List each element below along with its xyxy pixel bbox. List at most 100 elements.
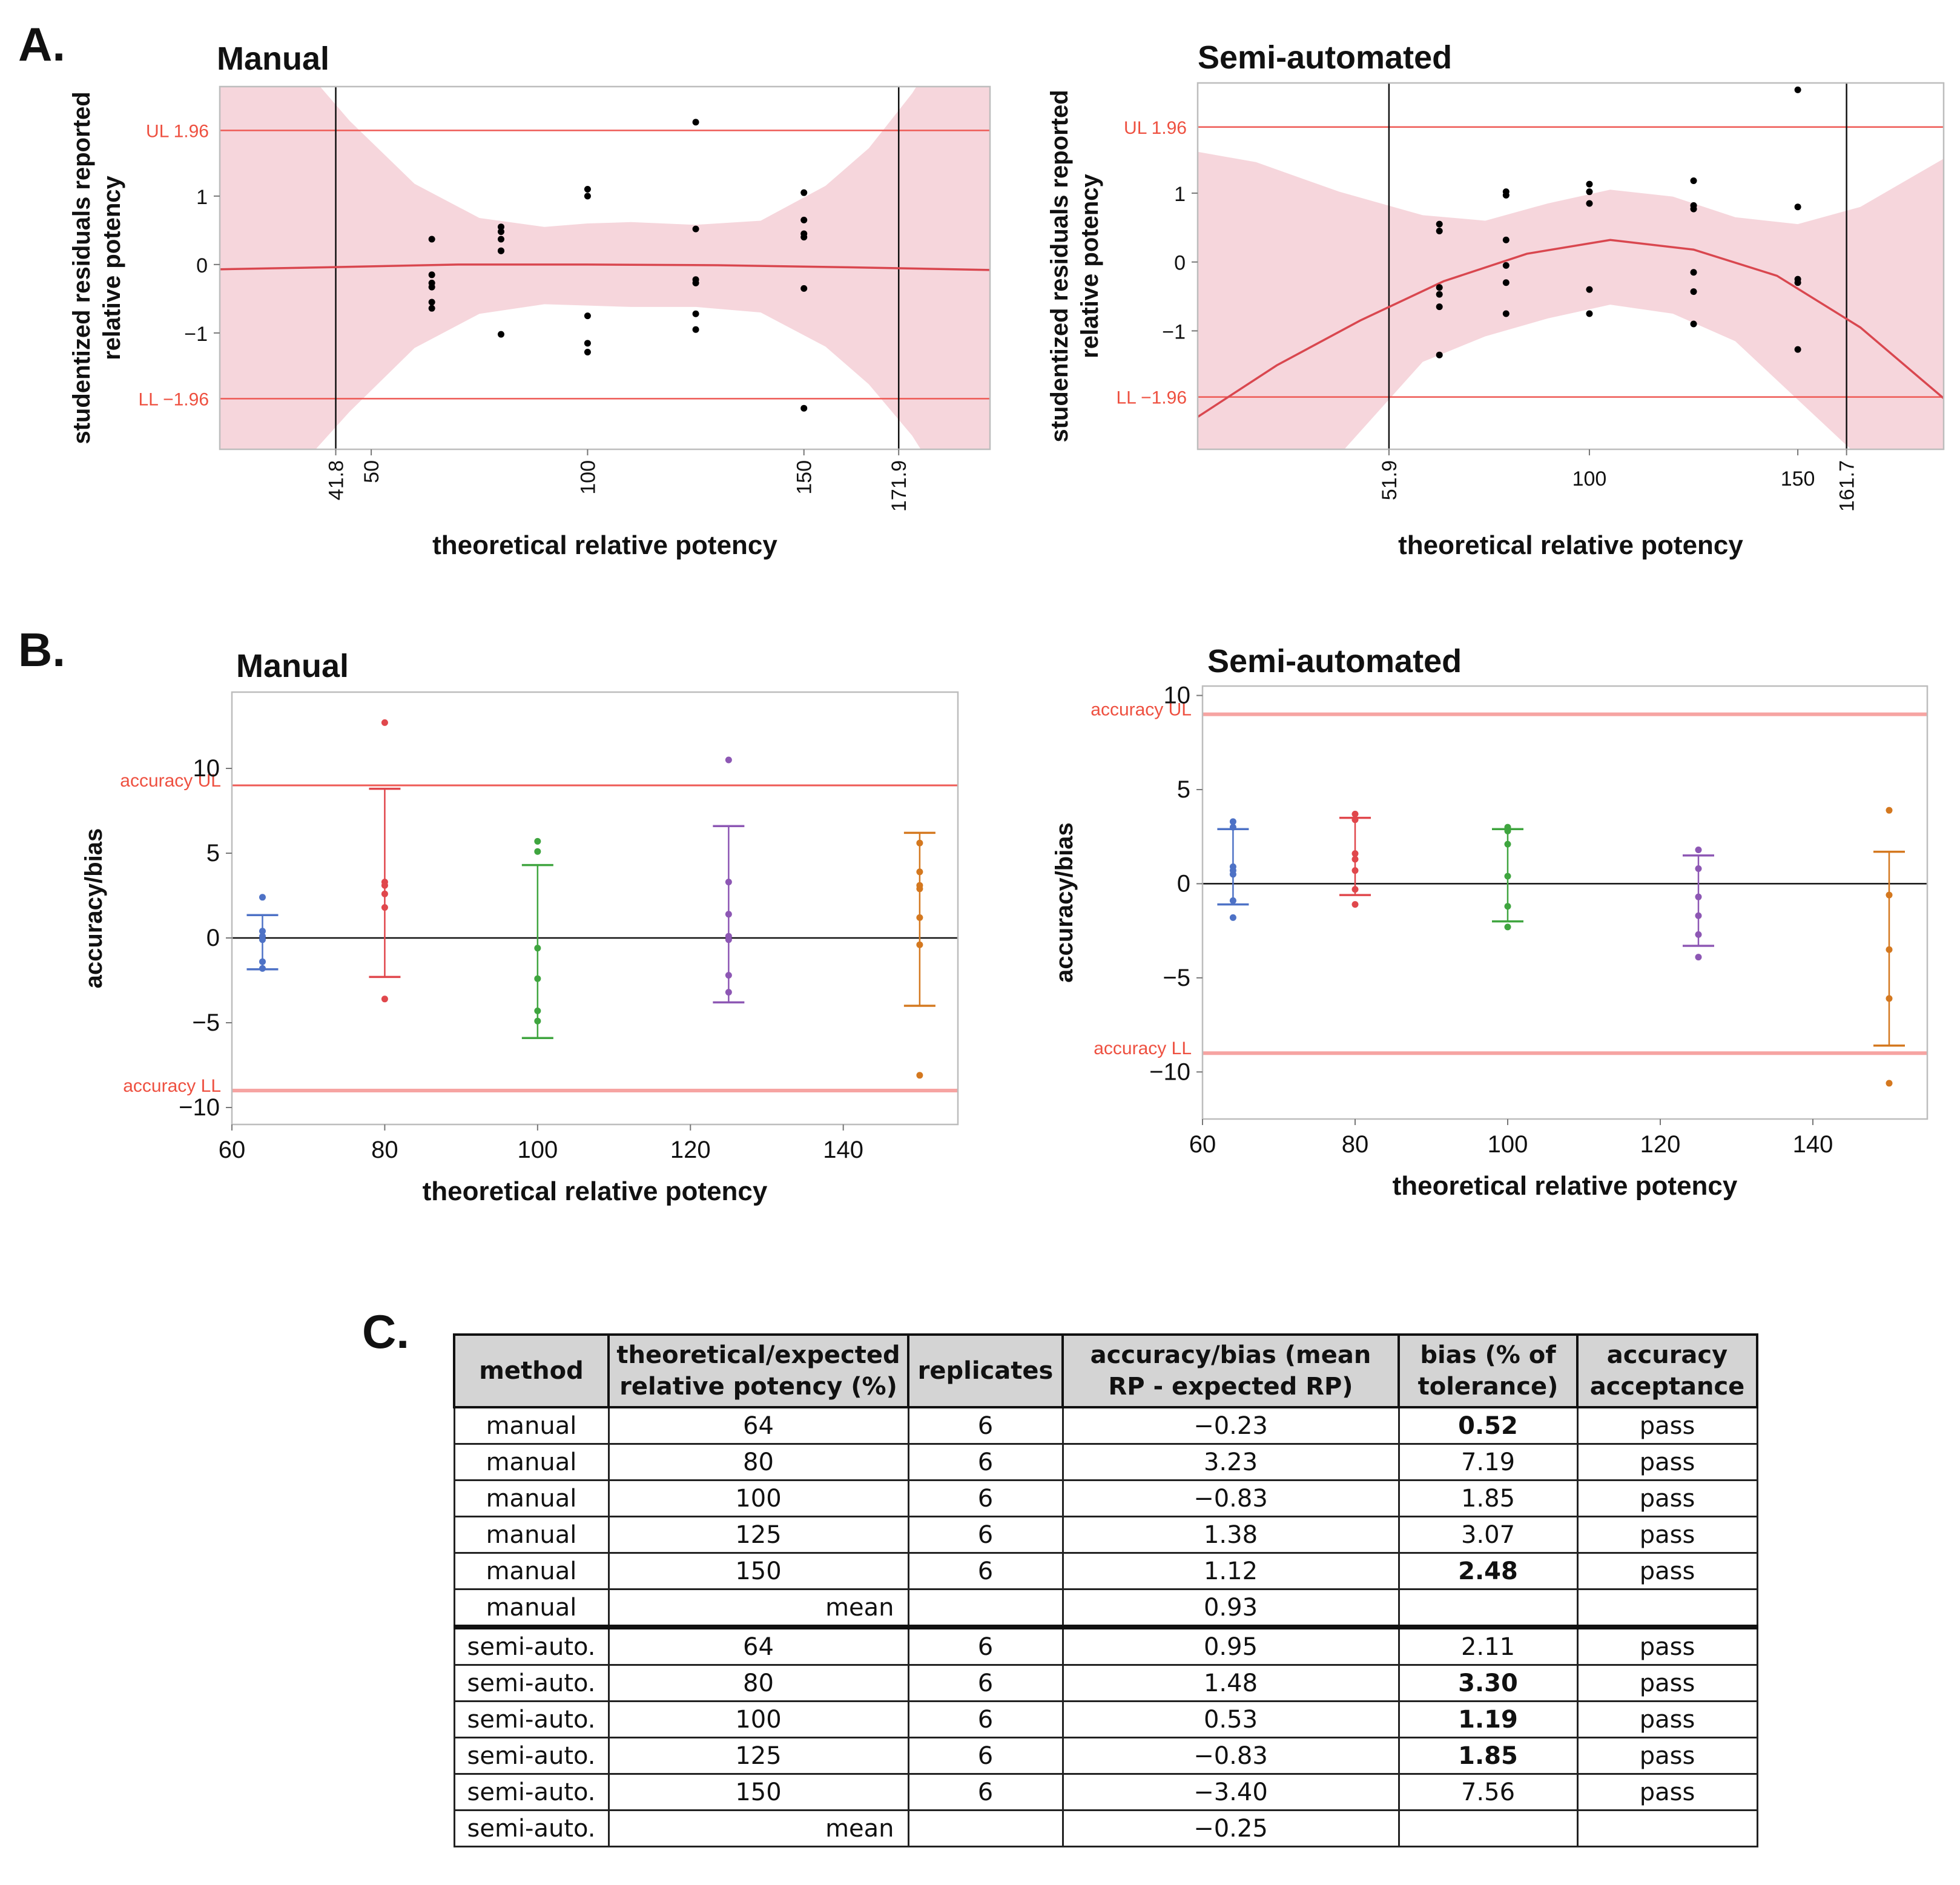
data-point [1695, 893, 1702, 900]
plot-frame [219, 85, 991, 451]
cell-expected-rp: 125 [607, 1516, 909, 1554]
cell-bias-pct: 1.85 [1397, 1737, 1579, 1775]
x-tick-label: 171.9 [888, 460, 911, 512]
reference-line-label: LL −1.96 [1117, 388, 1187, 408]
data-point [428, 271, 435, 279]
cell-acceptance: pass [1576, 1479, 1758, 1517]
data-point [497, 236, 504, 243]
data-point [1502, 310, 1510, 317]
data-point [584, 312, 591, 320]
cell-method: manual [453, 1479, 610, 1517]
data-point [800, 404, 808, 412]
reference-line-label: UL 1.96 [1124, 118, 1187, 138]
y-tick-label: −10 [1149, 1058, 1190, 1085]
x-tick-label: 150 [793, 460, 816, 495]
data-point [534, 848, 541, 855]
table-row: manual 150 6 1.12 2.48 pass [453, 1552, 1758, 1590]
cell-bias-pct: 1.19 [1397, 1700, 1579, 1738]
data-point [534, 1017, 541, 1025]
cell-replicates: 6 [907, 1625, 1064, 1666]
data-point [1690, 320, 1697, 328]
y-tick-label: 0 [1177, 870, 1190, 897]
table-row: semi-auto. mean −0.25 [453, 1809, 1758, 1847]
cell-bias-pct: 3.30 [1397, 1664, 1579, 1702]
cell-expected-rp: 64 [607, 1406, 909, 1445]
cell-method: semi-auto. [453, 1773, 610, 1811]
data-point [1436, 220, 1443, 228]
data-point [381, 882, 388, 889]
cell-bias-pct: 1.85 [1397, 1479, 1579, 1517]
confidence-band [220, 87, 990, 449]
data-point [259, 965, 266, 972]
data-point [534, 837, 541, 845]
cell-replicates: 6 [907, 1552, 1064, 1590]
cell-method: semi-auto. [453, 1625, 610, 1666]
cell-replicates: 6 [907, 1773, 1064, 1811]
plot-frame [1201, 685, 1929, 1120]
data-point [725, 989, 732, 996]
data-point [1586, 286, 1593, 293]
data-point [1695, 846, 1702, 853]
x-tick-label: 60 [219, 1137, 246, 1163]
x-tick-label: 80 [1342, 1131, 1369, 1158]
header-accuracy-bias: accuracy/bias (mean RP - expected RP) [1061, 1333, 1400, 1408]
data-point [692, 225, 699, 233]
x-axis-label: theoretical relative potency [1393, 1171, 1738, 1201]
data-point [800, 216, 808, 223]
data-point [428, 299, 435, 306]
data-point [428, 305, 435, 312]
y-tick-label: 10 [193, 755, 220, 782]
data-point [692, 119, 699, 126]
data-point [1695, 912, 1702, 919]
reference-line-label: accuracy LL [1094, 1038, 1192, 1058]
cell-acceptance: pass [1576, 1773, 1758, 1811]
table-row: manual 64 6 −0.23 0.52 pass [453, 1406, 1758, 1445]
cell-method: semi-auto. [453, 1700, 610, 1738]
data-point [1351, 856, 1359, 863]
data-point [497, 228, 504, 236]
x-tick-label: 150 [1781, 467, 1815, 490]
chart-title: Semi-automated [1198, 39, 1452, 76]
table-row: semi-auto. 80 6 1.48 3.30 pass [453, 1664, 1758, 1702]
data-point [916, 885, 923, 893]
cell-accuracy-bias: −0.25 [1061, 1809, 1400, 1847]
data-point [1229, 914, 1236, 921]
y-tick-label: −5 [1163, 965, 1190, 991]
data-point [534, 975, 541, 982]
cell-method: manual [453, 1443, 610, 1481]
cell-accuracy-bias: −3.40 [1061, 1773, 1400, 1811]
cell-expected-rp: 80 [607, 1443, 909, 1481]
data-point [1351, 867, 1359, 874]
reference-line-label: accuracy LL [123, 1076, 221, 1096]
cell-replicates: 6 [907, 1443, 1064, 1481]
y-axis-label: accuracy/bias [1051, 822, 1078, 983]
table-header-row: method theoretical/expected relative pot… [453, 1333, 1758, 1408]
cell-acceptance: pass [1576, 1443, 1758, 1481]
x-tick-label: 161.7 [1836, 460, 1859, 512]
cell-acceptance: pass [1576, 1737, 1758, 1775]
plot-frame [231, 691, 959, 1126]
fit-curve [220, 263, 990, 271]
data-point [916, 941, 923, 948]
cell-expected-rp: 100 [607, 1479, 909, 1517]
data-point [692, 326, 699, 333]
x-tick-label: 120 [670, 1137, 711, 1163]
table-row: manual 80 6 3.23 7.19 pass [453, 1443, 1758, 1481]
cell-bias-pct: 7.19 [1397, 1443, 1579, 1481]
data-point [1695, 931, 1702, 938]
cell-method: manual [453, 1406, 610, 1445]
data-point [1794, 86, 1801, 93]
cell-acceptance [1576, 1809, 1758, 1847]
cell-expected-rp: mean [607, 1588, 909, 1628]
x-tick-label: 100 [1572, 467, 1607, 490]
data-point [725, 756, 732, 764]
data-point [1690, 269, 1697, 276]
data-point [1502, 279, 1510, 286]
data-point [1886, 807, 1893, 814]
cell-replicates: 6 [907, 1406, 1064, 1445]
cell-bias-pct [1397, 1809, 1579, 1847]
data-point [381, 904, 388, 911]
x-tick-label: 100 [517, 1137, 558, 1163]
y-tick-label: 1 [196, 186, 208, 209]
